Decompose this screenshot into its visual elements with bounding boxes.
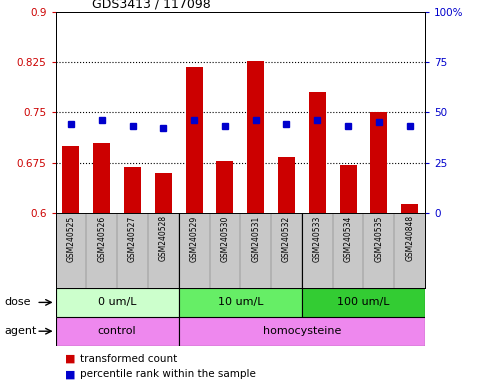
Text: agent: agent bbox=[5, 326, 37, 336]
Text: control: control bbox=[98, 326, 136, 336]
Bar bbox=[309, 92, 326, 213]
Bar bbox=[56, 288, 179, 317]
Text: GSM240531: GSM240531 bbox=[251, 215, 260, 262]
Text: transformed count: transformed count bbox=[80, 354, 177, 364]
Text: GSM240530: GSM240530 bbox=[220, 215, 229, 262]
Text: ■: ■ bbox=[65, 354, 76, 364]
Text: GSM240533: GSM240533 bbox=[313, 215, 322, 262]
Bar bbox=[247, 61, 264, 213]
Bar bbox=[179, 317, 425, 346]
Bar bbox=[124, 167, 141, 213]
Bar bbox=[179, 288, 302, 317]
Bar bbox=[401, 204, 418, 213]
Text: dose: dose bbox=[5, 297, 31, 308]
Bar bbox=[56, 317, 179, 346]
Bar bbox=[185, 67, 202, 213]
Text: GSM240525: GSM240525 bbox=[67, 215, 75, 262]
Bar bbox=[340, 165, 356, 213]
Text: GSM240528: GSM240528 bbox=[159, 215, 168, 262]
Bar bbox=[302, 288, 425, 317]
Bar bbox=[216, 161, 233, 213]
Text: GSM240526: GSM240526 bbox=[97, 215, 106, 262]
Text: GSM240532: GSM240532 bbox=[282, 215, 291, 262]
Text: homocysteine: homocysteine bbox=[263, 326, 341, 336]
Text: 0 um/L: 0 um/L bbox=[98, 297, 136, 308]
Bar bbox=[155, 173, 172, 213]
Text: GSM240527: GSM240527 bbox=[128, 215, 137, 262]
Text: percentile rank within the sample: percentile rank within the sample bbox=[80, 369, 256, 379]
Text: GSM240534: GSM240534 bbox=[343, 215, 353, 262]
Text: GDS3413 / 117098: GDS3413 / 117098 bbox=[93, 0, 211, 10]
Text: ■: ■ bbox=[65, 369, 76, 379]
Bar bbox=[62, 146, 79, 213]
Text: GSM240848: GSM240848 bbox=[405, 215, 414, 262]
Text: 100 um/L: 100 um/L bbox=[337, 297, 390, 308]
Bar bbox=[93, 142, 110, 213]
Bar bbox=[278, 157, 295, 213]
Bar bbox=[370, 112, 387, 213]
Text: GSM240529: GSM240529 bbox=[190, 215, 199, 262]
Text: GSM240535: GSM240535 bbox=[374, 215, 384, 262]
Text: 10 um/L: 10 um/L bbox=[217, 297, 263, 308]
